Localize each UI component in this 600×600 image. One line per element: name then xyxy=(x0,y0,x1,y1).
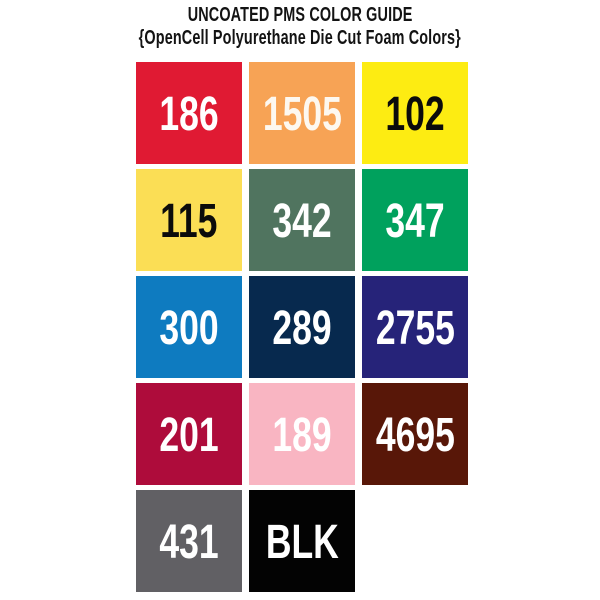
swatch-code-label: BLK xyxy=(265,516,339,569)
swatch-201: 201 xyxy=(136,383,242,485)
swatch-code-label: 2755 xyxy=(375,302,455,355)
swatch-code-label: 201 xyxy=(159,409,219,462)
swatch-300: 300 xyxy=(136,276,242,378)
swatch-189: 189 xyxy=(249,383,355,485)
swatch-code-label: 347 xyxy=(385,195,445,248)
swatch-code-label: 4695 xyxy=(375,409,455,462)
page-title-text: UNCOATED PMS COLOR GUIDE xyxy=(187,4,413,26)
swatch-grid: 186 1505 102 115 342 347 300 289 2755 20… xyxy=(136,62,468,592)
swatch-4695: 4695 xyxy=(362,383,468,485)
page-title: UNCOATED PMS COLOR GUIDE xyxy=(0,4,600,27)
page-subtitle: {OpenCell Polyurethane Die Cut Foam Colo… xyxy=(0,27,600,50)
header: UNCOATED PMS COLOR GUIDE {OpenCell Polyu… xyxy=(0,4,600,50)
swatch-code-label: 102 xyxy=(385,88,445,141)
swatch-102: 102 xyxy=(362,62,468,164)
swatch-347: 347 xyxy=(362,169,468,271)
swatch-code-label: 1505 xyxy=(262,88,342,141)
swatch-289: 289 xyxy=(249,276,355,378)
swatch-2755: 2755 xyxy=(362,276,468,378)
page-subtitle-text: {OpenCell Polyurethane Die Cut Foam Colo… xyxy=(138,27,462,49)
swatch-blk: BLK xyxy=(249,490,355,592)
swatch-code-label: 300 xyxy=(159,302,219,355)
swatch-1505: 1505 xyxy=(249,62,355,164)
swatch-code-label: 342 xyxy=(272,195,332,248)
swatch-431: 431 xyxy=(136,490,242,592)
swatch-115: 115 xyxy=(136,169,242,271)
swatch-186: 186 xyxy=(136,62,242,164)
swatch-code-label: 289 xyxy=(272,302,332,355)
swatch-342: 342 xyxy=(249,169,355,271)
swatch-code-label: 189 xyxy=(272,409,332,462)
swatch-code-label: 186 xyxy=(159,88,219,141)
swatch-code-label: 431 xyxy=(159,516,219,569)
swatch-code-label: 115 xyxy=(160,195,218,248)
